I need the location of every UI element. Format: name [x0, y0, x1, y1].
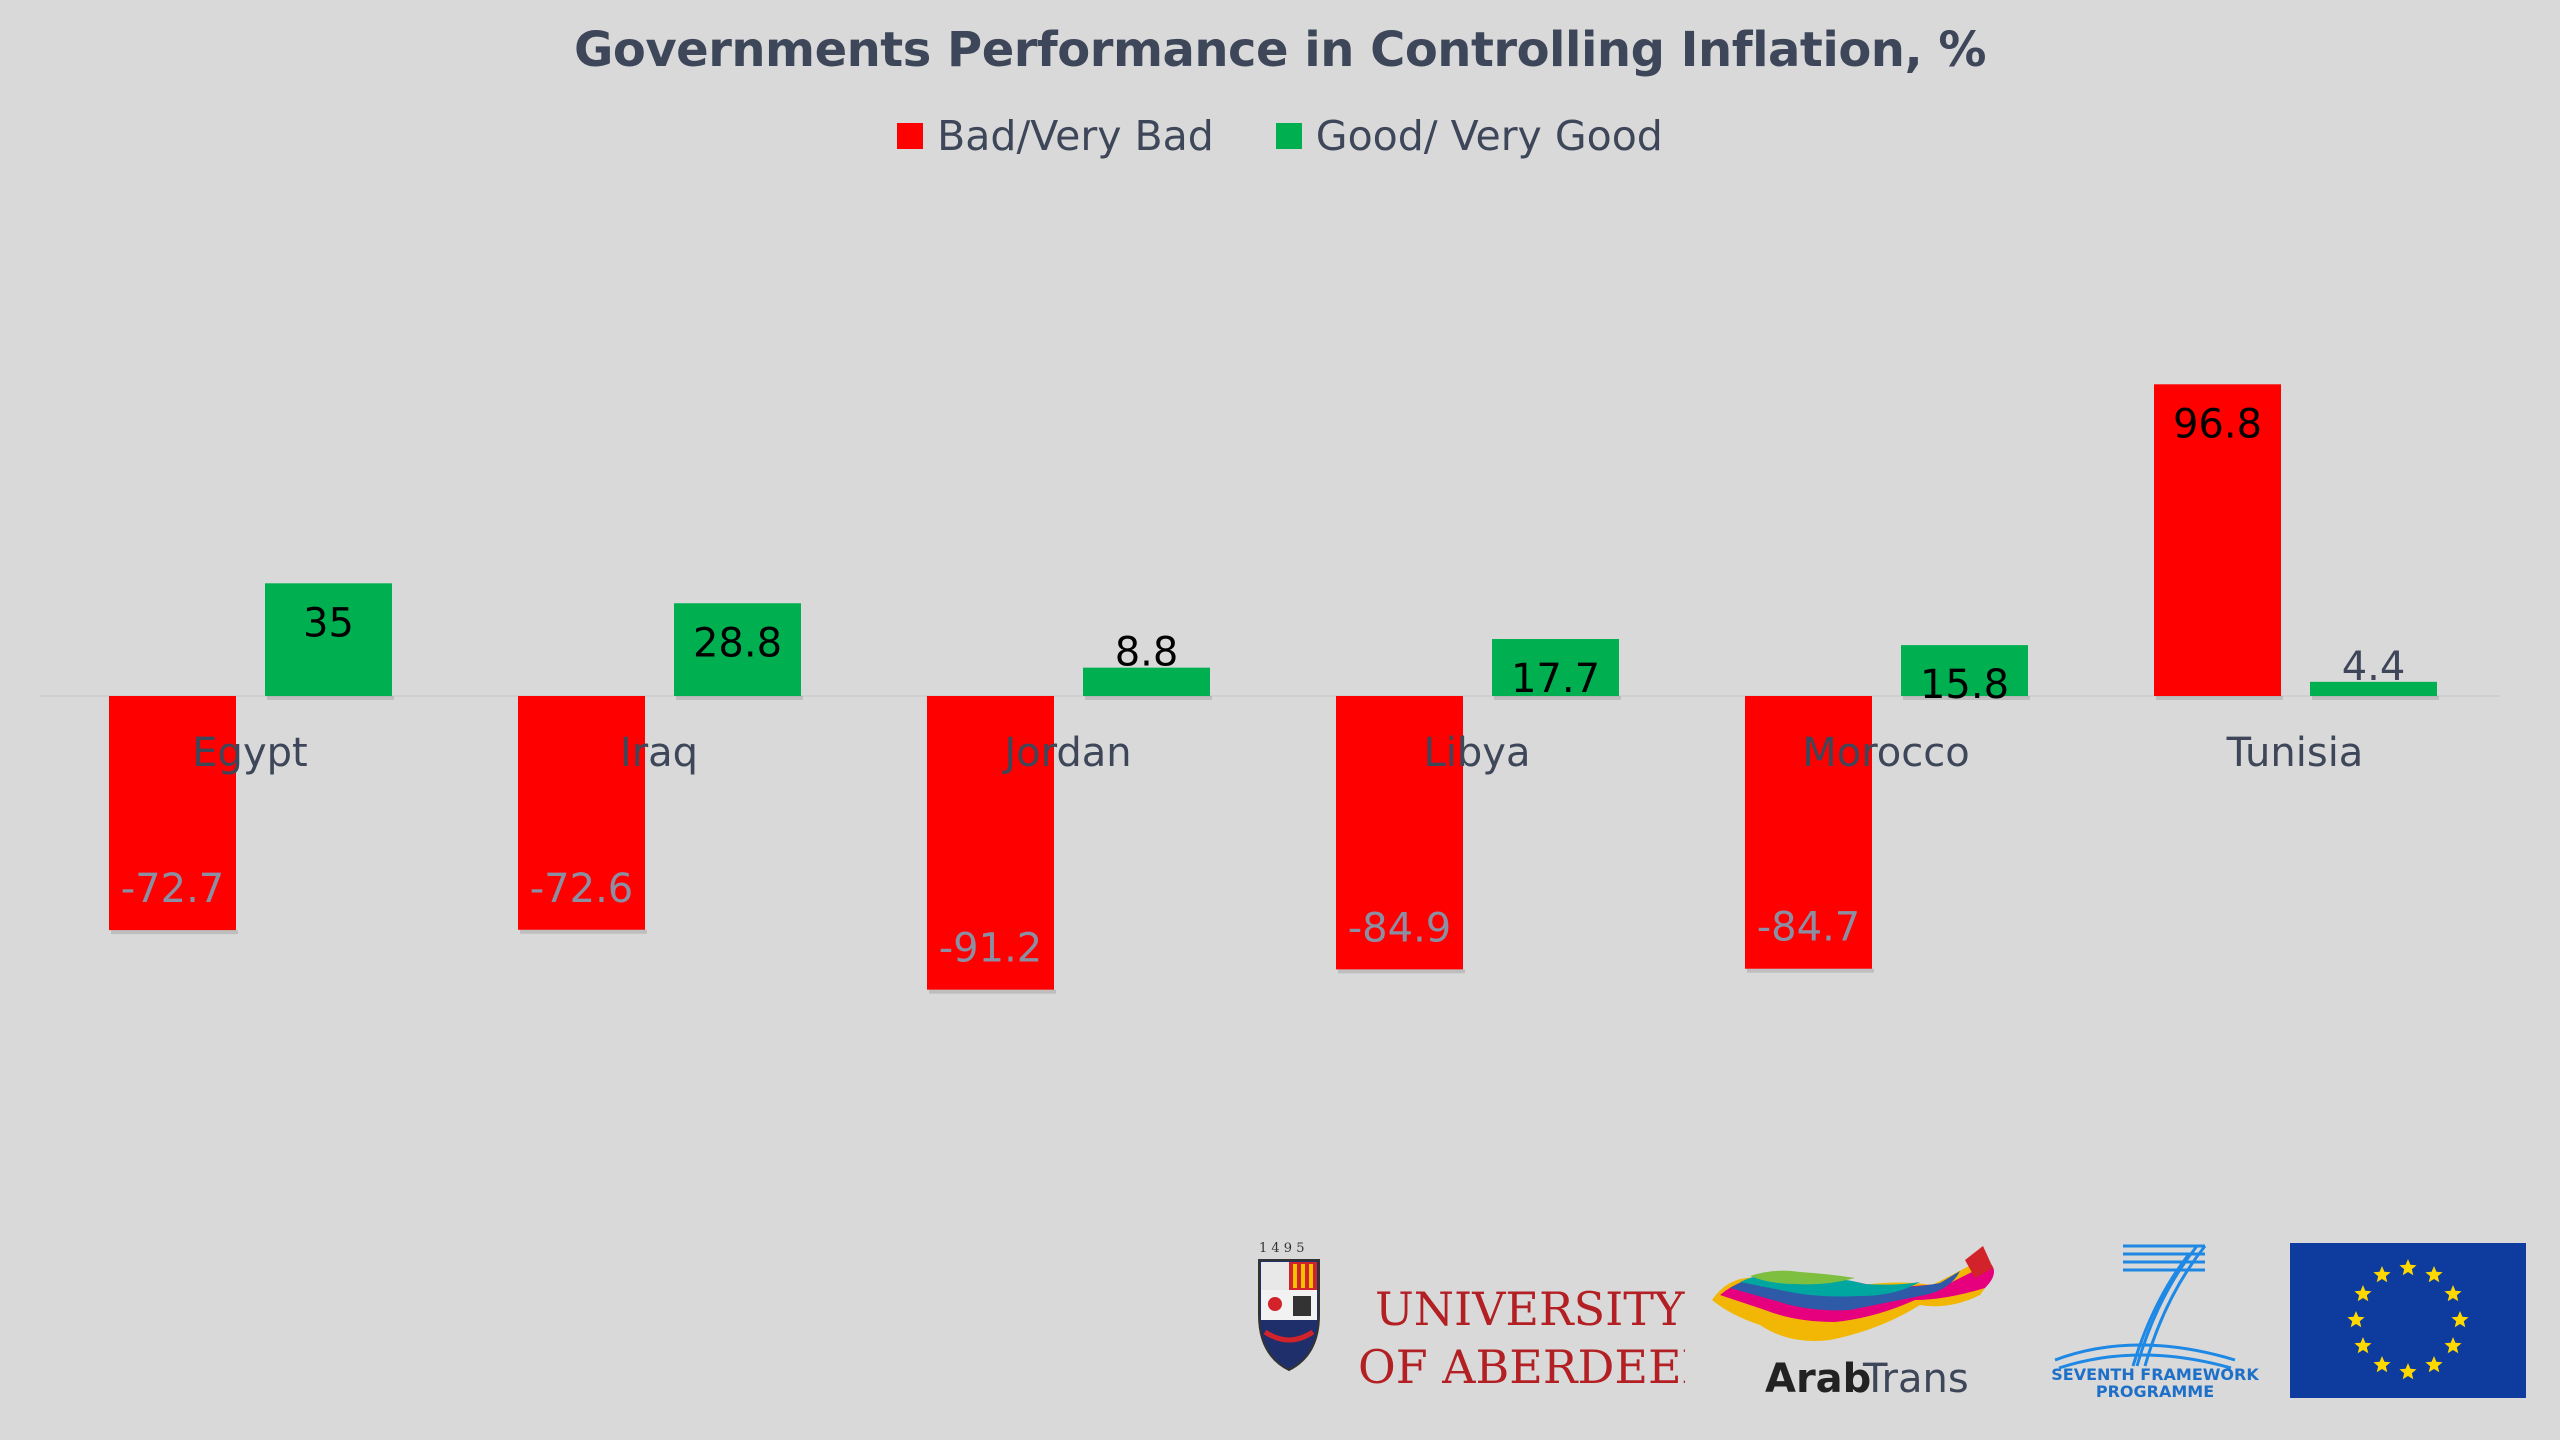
category-label-jordan: Jordan	[1001, 730, 1131, 776]
bar-shadow	[1903, 696, 2030, 700]
bar-shadow	[676, 696, 803, 700]
bar-shadow	[520, 929, 647, 934]
bar-good-libya	[1492, 639, 1619, 696]
bar-shadow	[2156, 696, 2283, 700]
data-label-bad-iraq: -72.6	[530, 866, 634, 912]
arabtrans-wordmark-light: Trans	[1862, 1356, 1969, 1402]
bar-shadow	[267, 696, 394, 700]
eu-star-icon	[2425, 1356, 2443, 1373]
bar-bad-egypt	[109, 696, 236, 931]
arabtrans-logo: Arab Trans	[1710, 1240, 2040, 1410]
data-label-good-iraq: 28.8	[693, 620, 782, 666]
bar-bad-tunisia	[2154, 384, 2281, 696]
data-label-bad-jordan: -91.2	[939, 926, 1043, 972]
eu-star-icon	[2425, 1266, 2443, 1283]
bar-shadow	[929, 989, 1056, 994]
bar-shadow	[1747, 968, 1874, 973]
eu-star-icon	[2444, 1337, 2462, 1354]
seventh-framework-programme-logo: SEVENTH FRAMEWORK PROGRAMME	[2045, 1240, 2265, 1410]
data-label-good-jordan: 8.8	[1115, 630, 1179, 676]
eu-star-icon	[2451, 1311, 2469, 1328]
bar-shadow	[2312, 696, 2439, 700]
category-label-iraq: Iraq	[620, 730, 698, 776]
category-label-egypt: Egypt	[192, 730, 307, 776]
eu-star-icon	[2354, 1337, 2372, 1354]
university-of-aberdeen-logo: 1 4 9 5 UNIVERSITY OF ABERDEEN	[1255, 1240, 1722, 1410]
data-label-good-morocco: 15.8	[1920, 662, 2009, 708]
legend-item-good: Good/ Very Good	[1275, 112, 1663, 160]
data-label-good-egypt: 35	[303, 600, 354, 646]
eu-star-icon	[2347, 1311, 2365, 1328]
aberdeen-year: 1 4 9 5	[1259, 1241, 1304, 1256]
chart-legend: Bad/Very Bad Good/ Very Good	[0, 112, 2560, 160]
bar-shadow	[111, 930, 238, 935]
eu-star-icon	[2399, 1259, 2417, 1276]
category-label-tunisia: Tunisia	[2226, 730, 2364, 776]
legend-swatch-bad	[897, 123, 924, 149]
bar-good-morocco	[1901, 645, 2028, 696]
aberdeen-line1: UNIVERSITY	[1375, 1282, 1685, 1336]
legend-label-good: Good/ Very Good	[1315, 112, 1663, 160]
eu-star-icon	[2373, 1266, 2391, 1283]
bar-good-iraq	[674, 603, 801, 696]
aberdeen-line2: OF ABERDEEN	[1358, 1340, 1685, 1394]
fp7-line2: PROGRAMME	[2096, 1382, 2214, 1401]
data-label-bad-egypt: -72.7	[121, 866, 225, 912]
category-label-libya: Libya	[1424, 730, 1531, 776]
bar-good-jordan	[1083, 667, 1210, 696]
bar-bad-morocco	[1745, 696, 1872, 969]
eu-star-icon	[2354, 1285, 2372, 1302]
bar-good-egypt	[265, 583, 392, 696]
bar-chart: -72.7 35 Egypt -72.6 28.8 Iraq -91.2 8.8 Jordan -…	[109, 384, 2439, 994]
fp7-line1: SEVENTH FRAMEWORK	[2051, 1365, 2259, 1384]
legend-label-bad: Bad/Very Bad	[937, 112, 1214, 160]
legend-item-bad: Bad/Very Bad	[897, 112, 1214, 160]
bar-shadow	[1085, 696, 1212, 700]
data-label-good-tunisia: 4.4	[2342, 644, 2406, 690]
data-label-bad-morocco: -84.7	[1757, 905, 1861, 951]
bar-shadow	[1338, 969, 1465, 974]
category-label-morocco: Morocco	[1802, 730, 1969, 776]
arabtrans-wordmark-bold: Arab	[1765, 1356, 1871, 1402]
chart-title: Governments Performance in Controlling I…	[573, 22, 1987, 78]
data-label-bad-libya: -84.9	[1348, 905, 1452, 951]
bar-bad-jordan	[927, 696, 1054, 990]
bar-shadow	[1494, 696, 1621, 700]
eu-flag-logo	[2290, 1243, 2526, 1398]
legend-swatch-good	[1275, 123, 1302, 149]
bar-good-tunisia	[2310, 681, 2437, 696]
eu-star-icon	[2444, 1285, 2462, 1302]
eu-star-icon	[2373, 1356, 2391, 1373]
data-label-good-libya: 17.7	[1511, 656, 1600, 702]
eu-star-icon	[2399, 1363, 2417, 1380]
bar-bad-iraq	[518, 696, 645, 930]
data-label-bad-tunisia: 96.8	[2173, 401, 2262, 447]
bar-bad-libya	[1336, 696, 1463, 970]
